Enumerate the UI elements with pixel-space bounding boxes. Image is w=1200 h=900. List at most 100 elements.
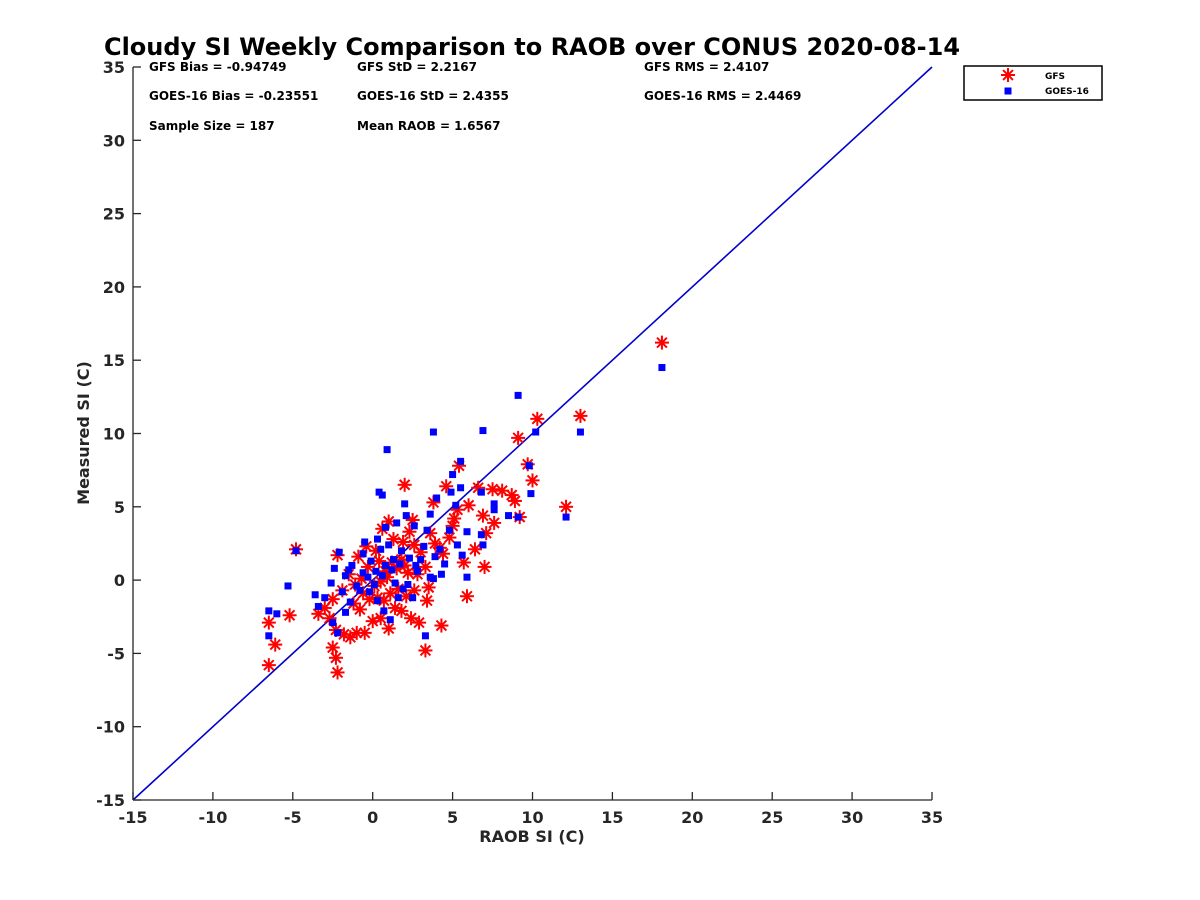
legend-gfs-label: GFS: [1045, 72, 1065, 82]
goes16-point: [359, 550, 367, 558]
gfs-point: [418, 559, 433, 574]
x-tick-label: 10: [521, 808, 543, 827]
goes16-point: [381, 523, 389, 531]
gfs-point: [511, 430, 526, 445]
gfs-point: [396, 534, 411, 549]
goes16-point: [265, 607, 273, 615]
chart-title: Cloudy SI Weekly Comparison to RAOB over…: [104, 33, 960, 61]
goes16-point: [433, 494, 441, 502]
goes16-point: [426, 510, 434, 518]
goes16-point: [576, 428, 584, 436]
goes16-point: [330, 564, 338, 572]
goes16-point: [505, 512, 513, 520]
gfs-point: [261, 615, 276, 630]
gfs-point: [495, 483, 510, 498]
gfs-point: [412, 615, 427, 630]
goes16-point: [477, 488, 485, 496]
goes16-point: [386, 616, 394, 624]
legend-box: [963, 65, 1103, 101]
y-tick-label: 10: [103, 425, 125, 444]
goes16-point: [399, 585, 407, 593]
goes16-point: [404, 580, 412, 588]
x-tick-label: 25: [761, 808, 783, 827]
goes16-point: [334, 629, 342, 637]
x-tick-label: 15: [601, 808, 623, 827]
stat-annotation: GOES-16 Bias = -0.23551: [149, 89, 318, 103]
goes16-point: [402, 512, 410, 520]
gfs-point: [485, 482, 500, 497]
gfs-point: [400, 565, 415, 580]
goes16-point: [396, 560, 404, 568]
goes16-point: [383, 446, 391, 454]
goes16-point: [388, 566, 396, 574]
goes16-point: [423, 526, 431, 534]
goes16-point: [329, 619, 337, 627]
y-tick-label: 5: [114, 498, 125, 517]
goes16-point: [658, 364, 666, 372]
goes16-series: [265, 364, 666, 640]
goes16-point: [405, 554, 413, 562]
goes16-point: [413, 567, 421, 575]
goes16-point: [409, 594, 417, 602]
goes16-point: [370, 580, 378, 588]
stats-annotations: GFS Bias = -0.94749 GFS StD = 2.2167 GFS R…: [149, 60, 801, 133]
goes16-point: [479, 427, 487, 435]
x-tick-label: -10: [198, 808, 227, 827]
goes16-point: [490, 500, 498, 508]
goes16-point: [437, 570, 445, 578]
gfs-point: [477, 559, 492, 574]
goes16-point: [377, 545, 385, 553]
goes16-point: [525, 462, 533, 470]
goes16-point: [335, 548, 343, 556]
goes16-point: [265, 632, 273, 640]
goes16-point: [367, 557, 375, 565]
gfs-point: [407, 537, 422, 552]
goes16-point: [359, 569, 367, 577]
gfs-point: [261, 658, 276, 673]
goes16-point: [401, 500, 409, 508]
goes16-point: [527, 490, 535, 498]
goes16-point: [389, 556, 397, 564]
goes16-point: [420, 542, 428, 550]
stat-annotation: Sample Size = 187: [149, 119, 275, 133]
gfs-point: [402, 524, 417, 539]
gfs-point: [530, 411, 545, 426]
stat-annotation: GOES-16 StD = 2.4355: [357, 89, 509, 103]
y-tick-label: 30: [103, 131, 125, 150]
goes16-point: [273, 610, 281, 618]
x-tick-label: 20: [681, 808, 703, 827]
goes16-point: [345, 566, 353, 574]
goes16-point: [366, 588, 374, 596]
goes16-point: [378, 491, 386, 499]
gfs-point: [573, 408, 588, 423]
goes16-point: [477, 531, 485, 539]
goes16-point: [380, 607, 388, 615]
y-tick-label: -5: [107, 644, 125, 663]
goes16-point: [348, 561, 356, 569]
gfs-point: [352, 602, 367, 617]
goes16-point: [441, 560, 449, 568]
gfs-point: [487, 515, 502, 530]
goes16-point: [321, 594, 329, 602]
gfs-point: [459, 589, 474, 604]
gfs-point: [507, 493, 522, 508]
x-tick-label: -15: [119, 808, 148, 827]
goes16-point: [311, 591, 319, 599]
goes16-point: [361, 538, 369, 546]
goes16-point: [342, 572, 350, 580]
goes16-point: [342, 608, 350, 616]
goes16-point: [356, 586, 364, 594]
goes16-point: [364, 573, 372, 581]
goes16-point: [394, 594, 402, 602]
goes16-point: [532, 428, 540, 436]
gfs-point: [447, 511, 462, 526]
goes16-point: [429, 428, 437, 436]
goes16-point: [479, 541, 487, 549]
goes16-point: [292, 547, 300, 555]
stat-annotation: GFS Bias = -0.94749: [149, 60, 286, 74]
goes16-point: [429, 575, 437, 583]
gfs-point: [394, 603, 409, 618]
goes16-point: [463, 573, 471, 581]
